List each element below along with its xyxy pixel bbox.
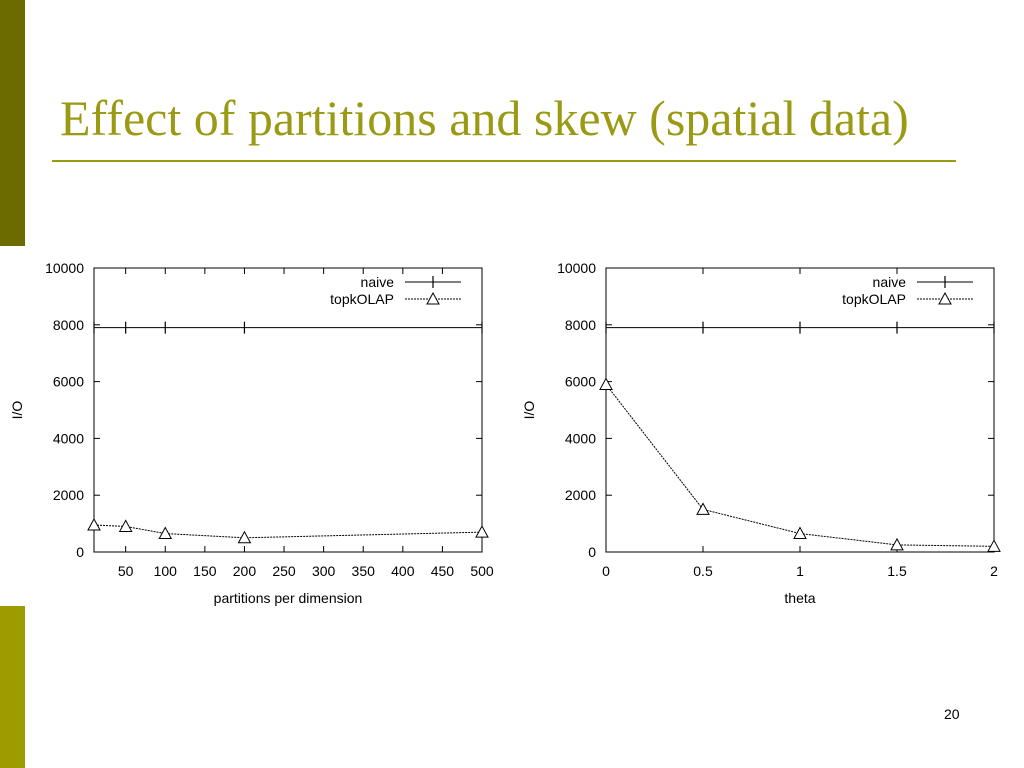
y-tick-label: 6000 [53, 374, 84, 390]
topkOLAP-point [793, 526, 807, 540]
x-tick-label: 50 [118, 563, 134, 579]
y-axis-label: I/O [521, 401, 537, 420]
topkOLAP-line [93, 524, 483, 539]
series-topkOLAP [87, 517, 489, 544]
io-vs-theta-chart: 0 2000 4000 6000 8000 10000 0 0.5 1 1.5 2 theta I/O n… [521, 260, 1001, 606]
slide-title: Effect of partitions and skew (spatial d… [60, 90, 909, 146]
plot-frame [605, 267, 995, 553]
y-tick-label: 10000 [45, 260, 84, 276]
topkOLAP-point [987, 539, 1001, 552]
accent-bar-bottom [0, 606, 25, 768]
topkOLAP-point [890, 537, 904, 551]
x-tick-label: 300 [312, 563, 336, 579]
x-tick-label: 1 [796, 563, 804, 579]
x-tick-label: 500 [470, 563, 494, 579]
plot-frame [93, 267, 483, 553]
x-tick-label: 250 [272, 563, 296, 579]
x-tick-label: 0.5 [693, 563, 713, 579]
x-tick-label: 1.5 [887, 563, 907, 579]
x-axis-label: partitions per dimension [214, 590, 363, 606]
legend-marker-topkOLAP [426, 291, 440, 305]
y-axis-label: I/O [9, 401, 25, 420]
title-underline [52, 160, 956, 162]
y-tick-label: 2000 [565, 487, 596, 503]
x-tick-label: 0 [602, 563, 610, 579]
x-tick-label: 450 [431, 563, 455, 579]
legend-label-topkOLAP: topkOLAP [330, 291, 394, 307]
x-tick-label: 200 [233, 563, 257, 579]
x-tick-label: 150 [193, 563, 217, 579]
legend-label-naive: naive [361, 274, 395, 290]
series-topkOLAP [599, 377, 1001, 552]
y-tick-label: 0 [76, 544, 84, 560]
accent-bar-top [0, 0, 25, 246]
y-tick-label: 4000 [53, 430, 84, 446]
y-tick-label: 6000 [565, 374, 596, 390]
legend-label-topkOLAP: topkOLAP [842, 291, 906, 307]
page-number: 20 [944, 706, 960, 722]
y-tick-label: 10000 [557, 260, 596, 276]
topkOLAP-point [696, 502, 710, 515]
series-naive [93, 321, 483, 334]
topkOLAP-point [118, 519, 133, 532]
topkOLAP-point [475, 525, 489, 538]
x-axis-label: theta [784, 590, 815, 606]
y-tick-label: 4000 [565, 430, 596, 446]
series-naive [605, 321, 995, 334]
x-tick-label: 100 [154, 563, 178, 579]
x-tick-label: 2 [990, 563, 998, 579]
y-tick-label: 8000 [53, 317, 84, 333]
y-tick-label: 2000 [53, 487, 84, 503]
topkOLAP-point [599, 377, 613, 390]
x-tick-label: 350 [352, 563, 376, 579]
topkOLAP-line [605, 384, 995, 547]
topkOLAP-point [158, 526, 173, 540]
legend-label-naive: naive [873, 274, 907, 290]
io-vs-partitions-chart: 0 2000 4000 6000 8000 10000 50 100 150 200 250 300 3… [9, 260, 494, 606]
y-tick-label: 0 [588, 544, 596, 560]
legend-marker-topkOLAP [938, 291, 952, 305]
y-tick-label: 8000 [565, 317, 596, 333]
topkOLAP-point [87, 517, 101, 531]
topkOLAP-point [237, 530, 252, 544]
x-tick-label: 400 [391, 563, 415, 579]
